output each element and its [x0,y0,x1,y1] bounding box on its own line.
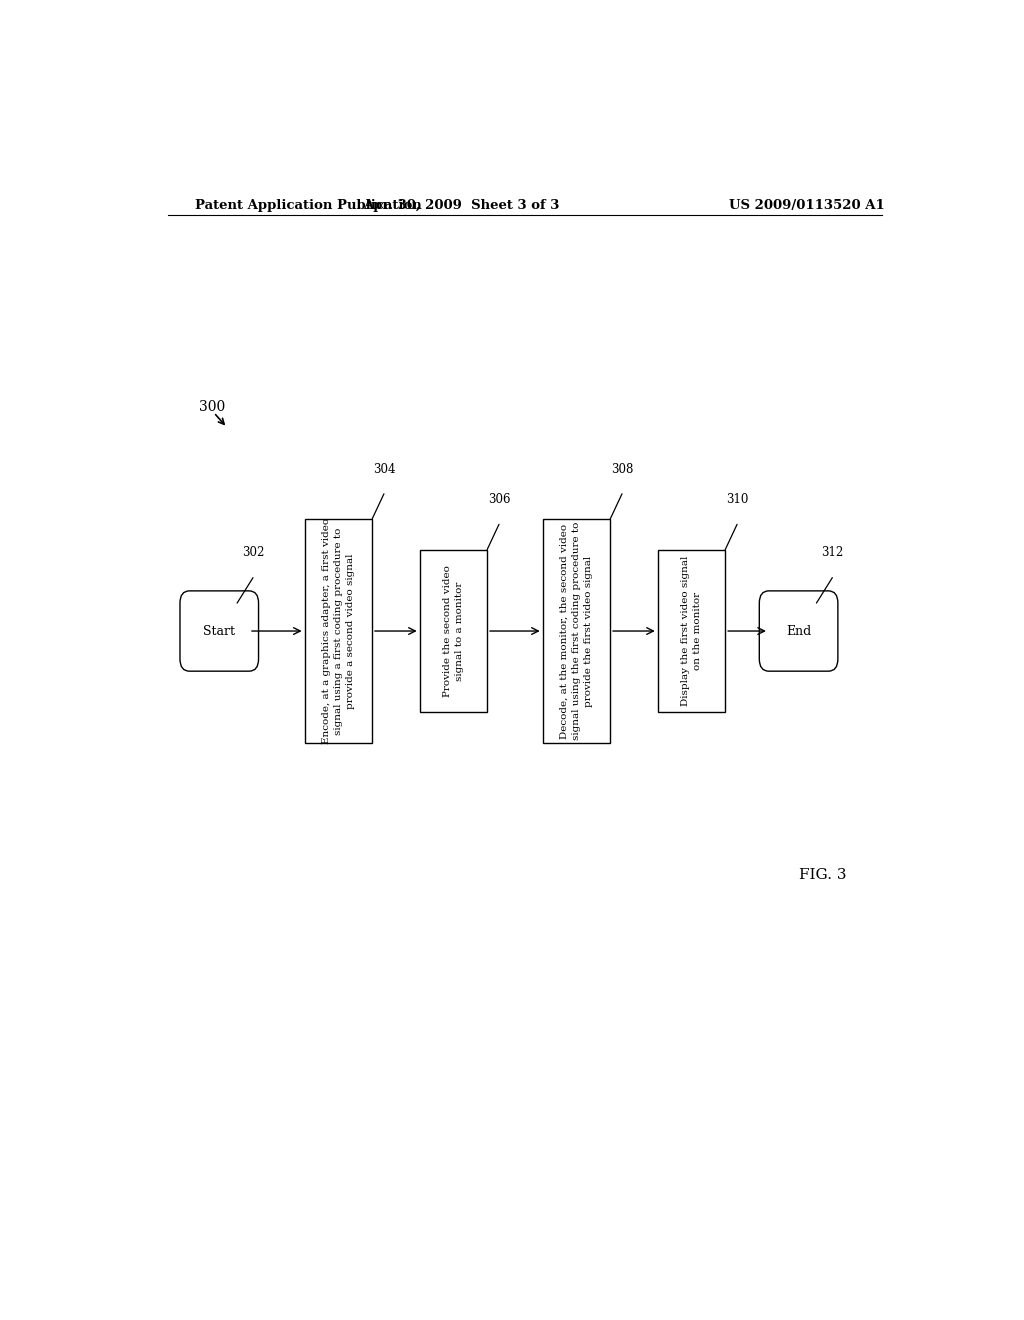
Text: 300: 300 [200,400,225,414]
Text: Start: Start [203,624,236,638]
Text: Decode, at the monitor, the second video
signal using the first coding procedure: Decode, at the monitor, the second video… [560,521,593,741]
Text: Provide the second video
signal to a monitor: Provide the second video signal to a mon… [443,565,464,697]
Text: US 2009/0113520 A1: US 2009/0113520 A1 [729,199,885,213]
Bar [543,519,610,743]
Text: Encode, at a graphics adapter, a first video
signal using a first coding procedu: Encode, at a graphics adapter, a first v… [322,517,354,744]
Bar [304,519,372,743]
Text: Apr. 30, 2009  Sheet 3 of 3: Apr. 30, 2009 Sheet 3 of 3 [364,199,559,213]
Bar [657,549,725,713]
Text: 312: 312 [821,546,844,560]
Text: 310: 310 [726,492,749,506]
Text: 304: 304 [373,462,395,475]
Text: 306: 306 [487,492,510,506]
Text: 308: 308 [611,462,633,475]
Text: 302: 302 [242,546,264,560]
Text: Display the first video signal
on the monitor: Display the first video signal on the mo… [681,556,701,706]
Text: Patent Application Publication: Patent Application Publication [196,199,422,213]
Text: End: End [786,624,811,638]
Bar [420,549,487,713]
Text: FIG. 3: FIG. 3 [799,869,846,882]
